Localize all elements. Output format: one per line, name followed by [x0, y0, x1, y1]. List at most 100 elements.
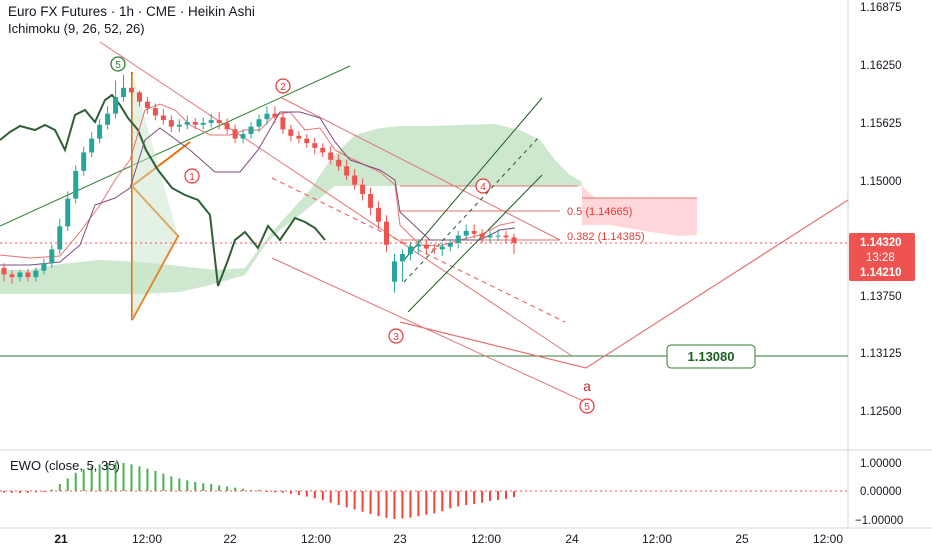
- wave-label-5-top: 5: [110, 56, 126, 72]
- ewo-bar: [90, 466, 93, 491]
- candle-body: [296, 135, 302, 139]
- candle-body: [495, 235, 501, 237]
- candle-body: [415, 244, 421, 247]
- candle-body: [487, 235, 493, 238]
- candle-body: [471, 230, 477, 234]
- candle-body: [264, 113, 270, 120]
- ewo-bar: [297, 491, 300, 496]
- price-tick: 1.13750: [860, 291, 902, 303]
- candle-body: [33, 270, 39, 278]
- time-tick: 25: [735, 532, 749, 546]
- wave-label-2: 2: [275, 78, 291, 94]
- ewo-bar: [281, 491, 284, 493]
- ewo-bar: [425, 491, 428, 515]
- ewo-bar: [218, 485, 221, 491]
- ewo-bar: [34, 491, 37, 493]
- price-badge-upper: 1.14320: [860, 237, 902, 249]
- price-badge-time: 13:28: [866, 252, 895, 264]
- ewo-bar: [138, 466, 141, 491]
- ewo-bar: [401, 491, 404, 519]
- candle-body: [49, 249, 55, 264]
- ewo-bar: [497, 491, 500, 500]
- base-line: [0, 111, 516, 266]
- candle-body: [113, 97, 119, 114]
- price-axis[interactable]: 1.16875 1.16250 1.15625 1.15000 1.13750 …: [860, 2, 902, 418]
- ewo-bar: [82, 469, 85, 491]
- ewo-bar: [114, 462, 117, 491]
- candle-body: [208, 120, 214, 123]
- candles-group[interactable]: [1, 74, 517, 293]
- ewo-bar: [353, 491, 356, 510]
- candle-body: [376, 207, 382, 222]
- ewo-bar: [122, 463, 125, 491]
- ewo-bar: [289, 491, 292, 494]
- lagging-span: [0, 93, 326, 287]
- wave-label-a: a: [583, 378, 591, 394]
- ewo-bar: [98, 464, 101, 491]
- candle-body: [304, 138, 310, 144]
- fib-05-label: 0.5 (1.14665): [567, 206, 632, 218]
- candle-body: [184, 121, 190, 125]
- ewo-bars-group[interactable]: [3, 462, 515, 519]
- candle-body: [216, 120, 222, 123]
- ewo-axis[interactable]: 1.00000 0.00000 −1.00000: [855, 458, 903, 527]
- ewo-bar: [457, 491, 460, 507]
- target-label-box[interactable]: [666, 344, 756, 369]
- candle-body: [407, 246, 413, 255]
- ewo-bar: [329, 491, 332, 503]
- candle-body: [25, 272, 31, 278]
- candle-body: [352, 175, 358, 185]
- chart-title[interactable]: Euro FX Futures · 1h · CME · Heikin Ashi: [8, 4, 255, 19]
- candle-body: [336, 159, 342, 167]
- time-tick: 12:00: [471, 532, 501, 546]
- harmonic-fill: [132, 72, 178, 320]
- ewo-bar: [242, 488, 245, 491]
- current-price-badge[interactable]: 1.14320 13:28 1.14210: [849, 233, 915, 281]
- candle-body: [423, 244, 429, 249]
- candle-body: [312, 143, 318, 148]
- price-tick: 1.12500: [860, 406, 902, 418]
- indicator-label[interactable]: Ichimoku (9, 26, 52, 26): [8, 21, 145, 36]
- downtrend-line-2: [281, 97, 561, 241]
- downtrend-line-1: [99, 41, 573, 357]
- ewo-bar: [106, 463, 109, 491]
- wave-label-1: 1: [184, 168, 200, 184]
- ewo-bar: [449, 491, 452, 509]
- candle-body: [200, 122, 206, 125]
- ewo-bar: [162, 473, 165, 491]
- price-tick: 1.15000: [860, 176, 902, 188]
- candle-body: [1, 267, 7, 275]
- candle-body: [344, 166, 350, 176]
- time-tick: 12:00: [813, 532, 843, 546]
- ewo-bar: [513, 491, 515, 498]
- ewo-bar: [226, 486, 229, 491]
- ewo-tick: −1.00000: [855, 515, 903, 527]
- wave-projection: [399, 199, 849, 369]
- ewo-label[interactable]: EWO (close, 5, 35): [10, 458, 120, 473]
- price-tick: 1.16250: [860, 60, 902, 72]
- candle-body: [73, 170, 79, 199]
- candle-body: [368, 193, 374, 208]
- downtrend-line-3: [271, 257, 593, 406]
- candle-body: [136, 92, 142, 102]
- ewo-bar: [481, 491, 484, 503]
- time-tick: 12:00: [132, 532, 162, 546]
- time-axis[interactable]: 21 12:00 22 12:00 23 12:00 24 12:00 25 1…: [54, 532, 843, 546]
- fib-0382-label: 0.382 (1.14385): [567, 231, 645, 243]
- ewo-bar: [321, 491, 324, 501]
- channel-upper: [403, 97, 543, 261]
- ewo-bar: [313, 491, 316, 499]
- candle-body: [455, 235, 461, 243]
- time-tick: 22: [223, 532, 237, 546]
- ewo-bar: [18, 491, 21, 493]
- time-tick: 12:00: [642, 532, 672, 546]
- price-badge-lower: 1.14210: [860, 267, 902, 279]
- candle-body: [168, 120, 174, 127]
- ewo-tick: 1.00000: [860, 458, 902, 470]
- ewo-bar: [26, 491, 29, 493]
- candle-body: [391, 261, 397, 282]
- ewo-bar: [337, 491, 340, 505]
- ewo-bar: [130, 464, 133, 491]
